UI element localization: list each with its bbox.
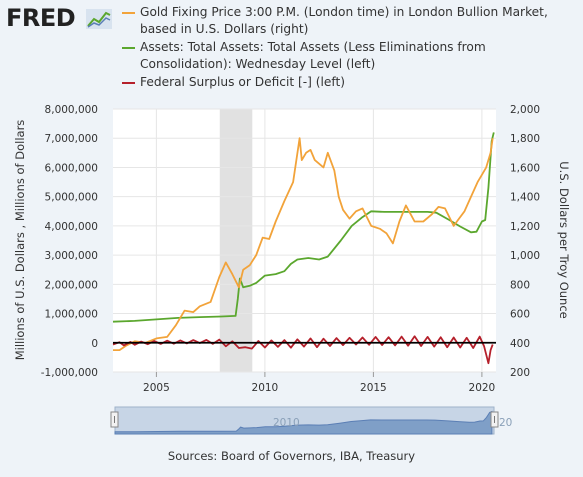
right-tick-label: 400 — [510, 338, 530, 350]
right-tick-label: 600 — [510, 309, 530, 321]
trend-line-icon — [86, 9, 112, 29]
legend-label-deficit: Federal Surplus or Deficit [-] (left) — [140, 74, 346, 89]
right-tick-label: 1,800 — [510, 133, 540, 145]
left-tick-label: -1,000,000 — [41, 367, 98, 379]
navigator-area — [114, 410, 493, 435]
left-tick-label: 4,000,000 — [45, 221, 98, 233]
legend: Gold Fixing Price 3:00 P.M. (London time… — [122, 4, 577, 91]
sources-note: Sources: Board of Governors, IBA, Treasu… — [167, 449, 416, 463]
x-tick-label: 2010 — [252, 382, 279, 394]
navigator-label-20: 20 — [499, 417, 512, 429]
legend-item-gold[interactable]: Gold Fixing Price 3:00 P.M. (London time… — [122, 4, 577, 39]
right-tick-label: 800 — [510, 279, 530, 291]
right-tick-label: 1,200 — [510, 221, 540, 233]
left-tick-label: 1,000,000 — [45, 309, 98, 321]
legend-label-assets: Assets: Total Assets: Total Assets (Less… — [140, 39, 486, 72]
x-tick-label: 2005 — [143, 382, 170, 394]
x-tick-label: 2015 — [360, 382, 387, 394]
x-tick-label: 2020 — [469, 382, 496, 394]
legend-swatch-gold — [122, 12, 135, 14]
legend-swatch-assets — [122, 46, 135, 49]
x-axis: 2005 2010 2015 2020 — [143, 372, 495, 394]
right-axis: 200 400 600 800 1,000 1,200 1,400 1,600 1,800 2,0… — [510, 104, 540, 379]
right-axis-title: U.S. Dollars per Troy Ounce — [557, 161, 571, 318]
series-line-gold — [113, 137, 494, 352]
plot-background — [113, 109, 496, 372]
left-axis-title: Millions of U.S. Dollars , Millions of D… — [13, 120, 27, 361]
fred-logo[interactable]: FRED — [6, 4, 76, 32]
left-tick-label: 6,000,000 — [45, 162, 98, 174]
left-tick-label: 5,000,000 — [45, 192, 98, 204]
recession-shading — [219, 109, 253, 372]
left-tick-label: 3,000,000 — [45, 250, 98, 262]
series-line-assets — [112, 132, 495, 323]
right-tick-label: 2,000 — [510, 104, 540, 116]
legend-label-gold: Gold Fixing Price 3:00 P.M. (London time… — [140, 5, 548, 37]
right-tick-label: 200 — [510, 367, 530, 379]
range-navigator[interactable]: 2010 20 — [110, 406, 512, 435]
right-tick-label: 1,600 — [510, 162, 540, 174]
right-tick-label: 1,000 — [510, 250, 540, 262]
left-tick-label: 2,000,000 — [45, 279, 98, 291]
right-tick-label: 1,400 — [510, 192, 540, 204]
left-tick-label: 7,000,000 — [45, 133, 98, 145]
left-axis: -1,000,000 0 1,000,000 2,000,000 3,000,000 4,… — [41, 104, 98, 379]
legend-item-deficit[interactable]: Federal Surplus or Deficit [-] (left) — [122, 74, 577, 91]
left-tick-label: 8,000,000 — [45, 104, 98, 116]
legend-item-assets[interactable]: Assets: Total Assets: Total Assets (Less… — [122, 39, 577, 74]
legend-swatch-deficit — [122, 81, 135, 84]
recession-band-0 — [219, 109, 253, 372]
navigator-label-2010: 2010 — [273, 417, 300, 429]
left-tick-label: 0 — [91, 338, 98, 350]
